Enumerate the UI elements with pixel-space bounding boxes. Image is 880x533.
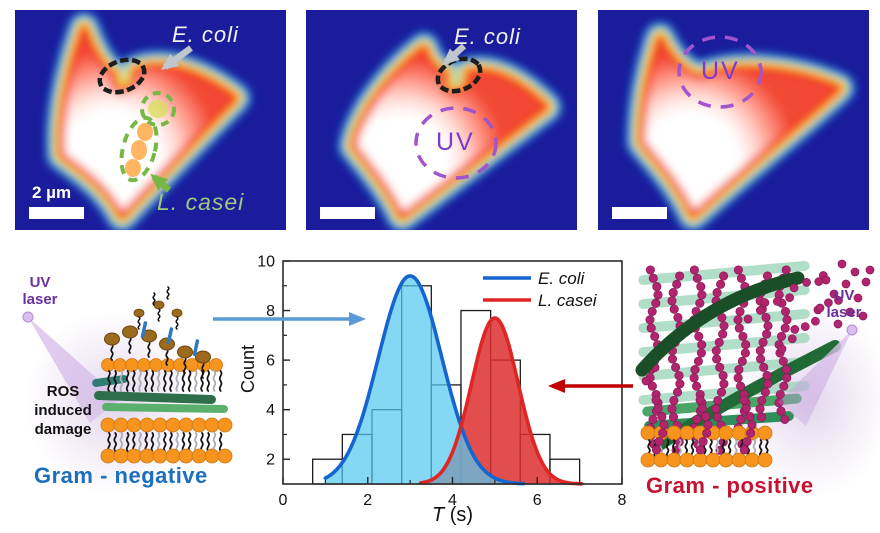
gray-arrow-icon bbox=[160, 45, 193, 70]
gram-negative-caption: Gram - negative bbox=[34, 463, 208, 488]
gram-negative-diagram: UV laser ROS induced damage Gram - negat… bbox=[8, 253, 243, 521]
curve-line bbox=[323, 274, 526, 486]
ecoli-label: E. coli bbox=[172, 22, 239, 47]
lcasei-dashed-circle bbox=[140, 91, 176, 127]
scale-bar bbox=[612, 207, 667, 219]
scale-bar bbox=[29, 207, 84, 219]
gray-arrow-icon bbox=[442, 43, 467, 66]
heatmap-blob bbox=[339, 33, 561, 230]
uv-laser-word2: laser bbox=[22, 290, 58, 308]
lcasei-label: L. casei bbox=[157, 189, 245, 215]
uv-laser-word2: laser bbox=[826, 303, 862, 321]
heatmap-image-3 bbox=[598, 10, 869, 230]
curve-line bbox=[418, 316, 584, 486]
plot-frame bbox=[282, 260, 623, 485]
svg-text:4: 4 bbox=[266, 402, 275, 419]
uv-region-circle bbox=[414, 106, 498, 180]
svg-text:4: 4 bbox=[448, 492, 457, 509]
heatmap-panel-3: UV bbox=[598, 10, 869, 230]
heatmap-image-2 bbox=[306, 10, 577, 230]
heatmap-image-1 bbox=[15, 10, 286, 230]
uv-laser-label: UV laser bbox=[14, 274, 66, 309]
svg-text:2: 2 bbox=[363, 492, 372, 509]
green-arrow-icon bbox=[150, 173, 172, 193]
chart-canvas: 0 2 4 6 8 2 4 6 8 10 E. coli L. casei bbox=[257, 254, 626, 510]
svg-text:8: 8 bbox=[618, 492, 627, 509]
ecoli-label: E. coli bbox=[454, 24, 521, 49]
svg-text:6: 6 bbox=[266, 353, 275, 370]
uv-region-circle bbox=[677, 35, 763, 109]
scale-bar bbox=[320, 207, 375, 219]
gram-positive-caption: Gram - positive bbox=[646, 473, 814, 498]
histogram-chart: 0 2 4 6 8 2 4 6 8 10 E. coli L. casei Count T (s) bbox=[238, 248, 640, 533]
y-axis-label: Count bbox=[238, 344, 258, 394]
svg-text:2: 2 bbox=[266, 452, 275, 469]
scalebar-label: 2 µm bbox=[32, 183, 72, 202]
legend-label: L. casei bbox=[538, 291, 598, 310]
uv-label: UV bbox=[701, 57, 740, 85]
ecoli-dotted-outline bbox=[97, 57, 147, 95]
laser-tip bbox=[846, 324, 858, 336]
svg-text:0: 0 bbox=[279, 492, 288, 509]
svg-text:10: 10 bbox=[257, 254, 275, 271]
gram-negative-illustration bbox=[22, 286, 233, 495]
uv-label: UV bbox=[436, 128, 475, 156]
curve-fill bbox=[325, 275, 525, 484]
heatmap-blob bbox=[627, 23, 854, 230]
heatmap-panel-2: E. coli UV bbox=[306, 10, 577, 230]
gaussian-fit-curves bbox=[323, 274, 584, 486]
ros-damage-label: ROS induced damage bbox=[34, 383, 92, 438]
lcasei-bacteria-blobs bbox=[125, 100, 168, 177]
heatmap-panel-1: E. coli L. casei 2 µm bbox=[15, 10, 286, 230]
axis-ticks: 0 2 4 6 8 2 4 6 8 10 bbox=[257, 254, 626, 510]
uv-laser-word1: UV bbox=[29, 274, 51, 291]
uv-laser-label: UV laser bbox=[816, 287, 872, 322]
gram-positive-diagram: UV laser Gram - positive bbox=[630, 250, 880, 525]
x-axis-label: T (s) bbox=[431, 504, 474, 526]
peptidoglycan-mesh bbox=[635, 259, 875, 468]
svg-text:8: 8 bbox=[266, 303, 275, 320]
laser-tip bbox=[22, 311, 34, 323]
laser-beam bbox=[778, 330, 852, 426]
uv-laser-word1: UV bbox=[833, 287, 855, 304]
legend: E. coli L. casei bbox=[483, 269, 598, 310]
gram-positive-illustration bbox=[635, 259, 880, 498]
svg-text:6: 6 bbox=[533, 492, 542, 509]
legend-label: E. coli bbox=[538, 269, 586, 288]
membrane-illustration bbox=[92, 286, 233, 464]
